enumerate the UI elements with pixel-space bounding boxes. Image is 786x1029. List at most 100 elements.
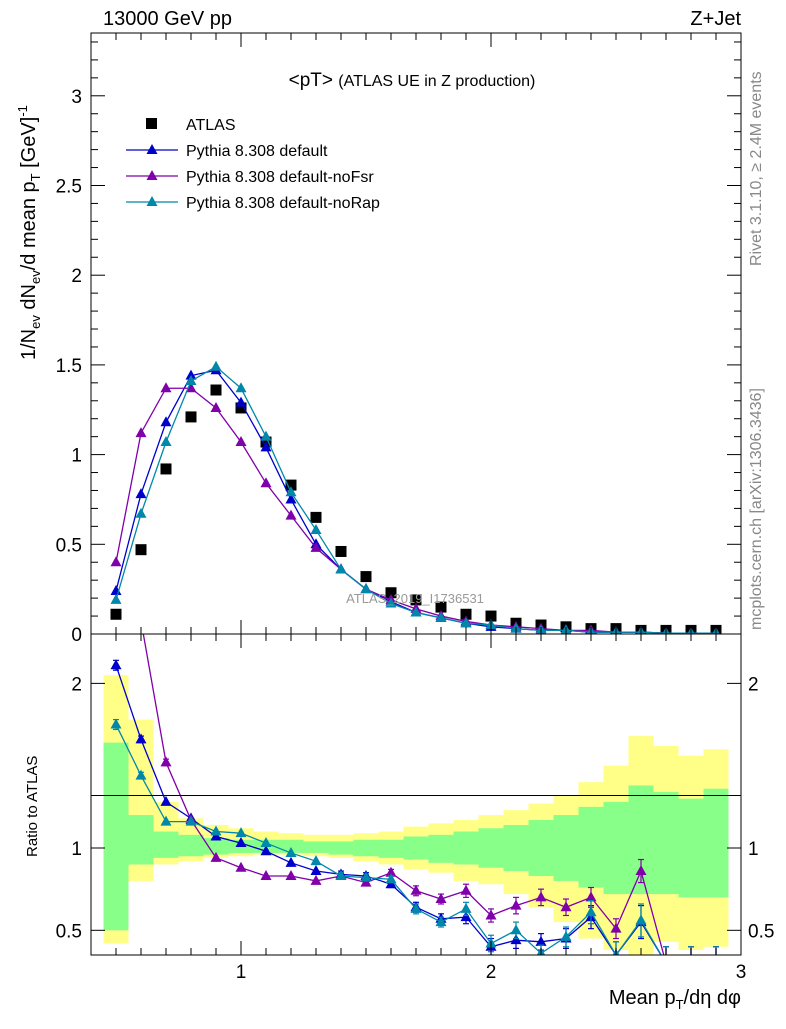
point-atlas <box>385 587 397 599</box>
ratio-band-green-bin <box>178 834 204 857</box>
ratio-point-pythia-8-308-default <box>260 845 272 856</box>
point-atlas <box>435 601 447 613</box>
point-atlas <box>460 608 472 620</box>
legend-label-nofsr: Pythia 8.308 default-noFsr <box>186 169 374 186</box>
legend-label-default: Pythia 8.308 default <box>186 143 328 160</box>
energy-label: 13000 GeV pp <box>103 8 232 30</box>
point-pythia-8-308-default-norap <box>285 486 297 497</box>
point-atlas <box>285 479 297 491</box>
ratio-point-pythia-8-308-default-nofsr <box>485 909 497 920</box>
ratio-band-green-bin <box>653 792 679 895</box>
legend-label-atlas: ATLAS <box>186 117 236 134</box>
ratio-point-pythia-8-308-default-nofsr <box>235 861 247 872</box>
point-atlas <box>410 594 422 606</box>
point-pythia-8-308-default-norap <box>210 360 222 371</box>
y-axis-ratio-label: Ratio to ATLAS <box>24 756 41 857</box>
legend-marker-atlas <box>146 118 157 129</box>
point-pythia-8-308-default-norap <box>360 583 372 594</box>
process-label: Z+Jet <box>690 8 741 30</box>
ratio-band-green-bin <box>678 798 704 898</box>
side-label-rivet: Rivet 3.1.10, ≥ 2.4M events <box>748 71 765 266</box>
ratio-point-pythia-8-308-default-nofsr <box>635 865 647 876</box>
ratio-band-green-bin <box>403 836 429 860</box>
ratio-point-pythia-8-308-default <box>285 856 297 867</box>
y-tick-label-ratio: 1 <box>71 839 82 860</box>
y-tick-label-ratio-right: 0.5 <box>748 921 774 942</box>
ratio-band-green-bin <box>703 788 729 898</box>
point-atlas <box>235 402 247 414</box>
point-atlas <box>110 608 122 620</box>
plot-title: <pT> (ATLAS UE in Z production) <box>289 70 536 91</box>
point-pythia-8-308-default-norap <box>410 606 422 617</box>
ratio-band-green-bin <box>128 815 154 865</box>
ratio-band-green-bin <box>278 839 304 853</box>
ratio-point-pythia-8-308-default-norap <box>185 815 197 826</box>
ratio-point-pythia-8-308-default-norap <box>285 846 297 857</box>
ratio-point-pythia-8-308-default-norap <box>585 906 597 917</box>
ratio-point-pythia-8-308-default-norap <box>661 957 672 967</box>
point-pythia-8-308-default-nofsr <box>235 436 247 447</box>
ratio-point-pythia-8-308-default-norap <box>435 916 447 927</box>
ratio-point-pythia-8-308-default-nofsr <box>686 957 697 967</box>
ratio-band-green-bin <box>303 841 329 853</box>
legend-marker-norap <box>146 196 158 206</box>
side-label-mcplots: mcplots.cern.ch [arXiv:1306.3436] <box>748 388 765 630</box>
ratio-point-pythia-8-308-default <box>535 935 547 946</box>
legend-marker-nofsr <box>146 170 158 180</box>
ratio-point-pythia-8-308-default-nofsr <box>661 957 672 967</box>
ratio-uncertainty-bands <box>103 675 729 955</box>
ratio-point-pythia-8-308-default-norap <box>410 902 422 913</box>
y-tick-label-main: 2.5 <box>56 176 82 197</box>
ratio-band-green-bin <box>603 801 629 895</box>
point-atlas <box>335 545 347 557</box>
ratio-band-green-bin <box>103 742 129 931</box>
point-pythia-8-308-default-nofsr <box>160 382 172 393</box>
ratio-band-green-bin <box>353 839 379 857</box>
ratio-point-pythia-8-308-default-nofsr <box>535 891 547 902</box>
ratio-band-green-bin <box>578 806 604 888</box>
ratio-band-green-bin <box>203 838 229 855</box>
ratio-point-pythia-8-308-default-norap <box>260 837 272 848</box>
point-atlas <box>210 384 222 396</box>
point-pythia-8-308-default <box>235 396 247 407</box>
point-pythia-8-308-default-norap <box>460 617 472 628</box>
ratio-point-pythia-8-308-default-nofsr <box>260 869 272 880</box>
y-tick-label-ratio-right: 2 <box>748 674 759 695</box>
axis-ticks: 00.511.522.530.5 0.51 12 21 2 3 <box>56 33 774 983</box>
point-pythia-8-308-default-nofsr <box>110 556 122 567</box>
ratio-point-pythia-8-308-default <box>110 659 122 670</box>
ratio-point-pythia-8-308-default-norap <box>560 930 572 941</box>
point-pythia-8-308-default-norap <box>160 436 172 447</box>
ratio-point-pythia-8-308-default <box>310 865 322 876</box>
ratio-point-pythia-8-308-default <box>661 957 672 967</box>
ratio-point-pythia-8-308-default-nofsr <box>160 756 172 767</box>
point-pythia-8-308-default <box>260 441 272 452</box>
ratio-point-pythia-8-308-default <box>686 957 697 967</box>
ratio-band-green-bin <box>478 828 504 868</box>
ratio-point-pythia-8-308-default-nofsr <box>560 901 572 912</box>
legend-marker-default <box>146 144 158 154</box>
point-pythia-8-308-default-norap <box>310 523 322 534</box>
ratio-band-green-bin <box>153 831 179 858</box>
ratio-point-pythia-8-308-default-norap <box>360 871 372 882</box>
point-pythia-8-308-default-norap <box>260 430 272 441</box>
ratio-band-green-bin <box>453 831 479 865</box>
y-tick-label-main: 0 <box>71 625 82 646</box>
ratio-band-green-bin <box>378 839 404 858</box>
ratio-point-pythia-8-308-default <box>135 733 147 744</box>
ratio-point-pythia-8-308-default-norap <box>160 815 172 826</box>
ratio-point-pythia-8-308-default-nofsr <box>210 851 222 862</box>
legend-label-norap: Pythia 8.308 default-noRap <box>186 195 380 212</box>
ratio-point-pythia-8-308-default-norap <box>335 869 347 880</box>
y-axis-main-label: 1/Nev dNev/d mean pT [GeV]-1 <box>15 105 43 360</box>
point-pythia-8-308-default-norap <box>335 563 347 574</box>
plot-title-main: <pT> <box>289 70 333 91</box>
y-tick-label-ratio: 0.5 <box>56 921 82 942</box>
x-axis-label: Mean pT/dη dφ <box>609 987 741 1012</box>
ratio-band-green-bin <box>428 834 454 863</box>
ratio-band-green-bin <box>553 815 579 881</box>
ratio-point-pythia-8-308-default-norap <box>210 825 222 836</box>
point-pythia-8-308-default <box>160 416 172 427</box>
point-pythia-8-308-default-norap <box>435 611 447 622</box>
